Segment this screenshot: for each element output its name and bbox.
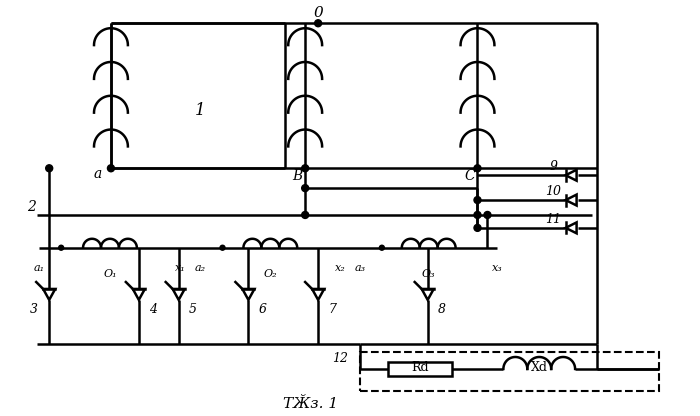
Circle shape (474, 165, 481, 172)
Circle shape (484, 211, 491, 218)
Text: ΤӁз. 1: ΤӁз. 1 (283, 397, 337, 411)
Text: Rd: Rd (411, 362, 428, 374)
Circle shape (474, 224, 481, 231)
Text: a₂: a₂ (195, 262, 206, 272)
Circle shape (474, 211, 481, 218)
Bar (388, 362, 452, 376)
Text: 1: 1 (195, 102, 206, 119)
Text: 7: 7 (328, 303, 336, 316)
Text: 4: 4 (149, 303, 157, 316)
Circle shape (59, 245, 64, 250)
Text: 0: 0 (314, 6, 323, 20)
Text: x₁: x₁ (175, 262, 186, 272)
Text: 10: 10 (545, 185, 561, 198)
Text: 2: 2 (27, 200, 36, 214)
Circle shape (46, 165, 52, 172)
Text: a₁: a₁ (34, 262, 45, 272)
Circle shape (302, 165, 309, 172)
Circle shape (379, 245, 384, 250)
Text: 11: 11 (545, 213, 561, 226)
Text: O₁: O₁ (103, 269, 117, 279)
Text: O₂: O₂ (263, 269, 277, 279)
Text: 12: 12 (332, 352, 348, 366)
Text: B: B (292, 169, 302, 183)
Text: 5: 5 (188, 303, 197, 316)
Circle shape (314, 20, 321, 27)
Text: a: a (94, 167, 102, 181)
Circle shape (302, 211, 309, 218)
Text: 8: 8 (438, 303, 446, 316)
Text: 9: 9 (550, 160, 557, 173)
Text: C: C (464, 169, 475, 183)
Text: x₂: x₂ (335, 262, 345, 272)
Circle shape (220, 245, 225, 250)
Text: 3: 3 (30, 303, 38, 316)
Text: O₃: O₃ (422, 269, 435, 279)
Text: x₃: x₃ (492, 262, 503, 272)
Circle shape (302, 185, 309, 192)
Circle shape (108, 165, 114, 172)
Circle shape (474, 197, 481, 203)
Text: 6: 6 (258, 303, 266, 316)
Text: Xd: Xd (531, 362, 547, 374)
Bar (360, 352, 659, 391)
Text: a₃: a₃ (354, 262, 365, 272)
